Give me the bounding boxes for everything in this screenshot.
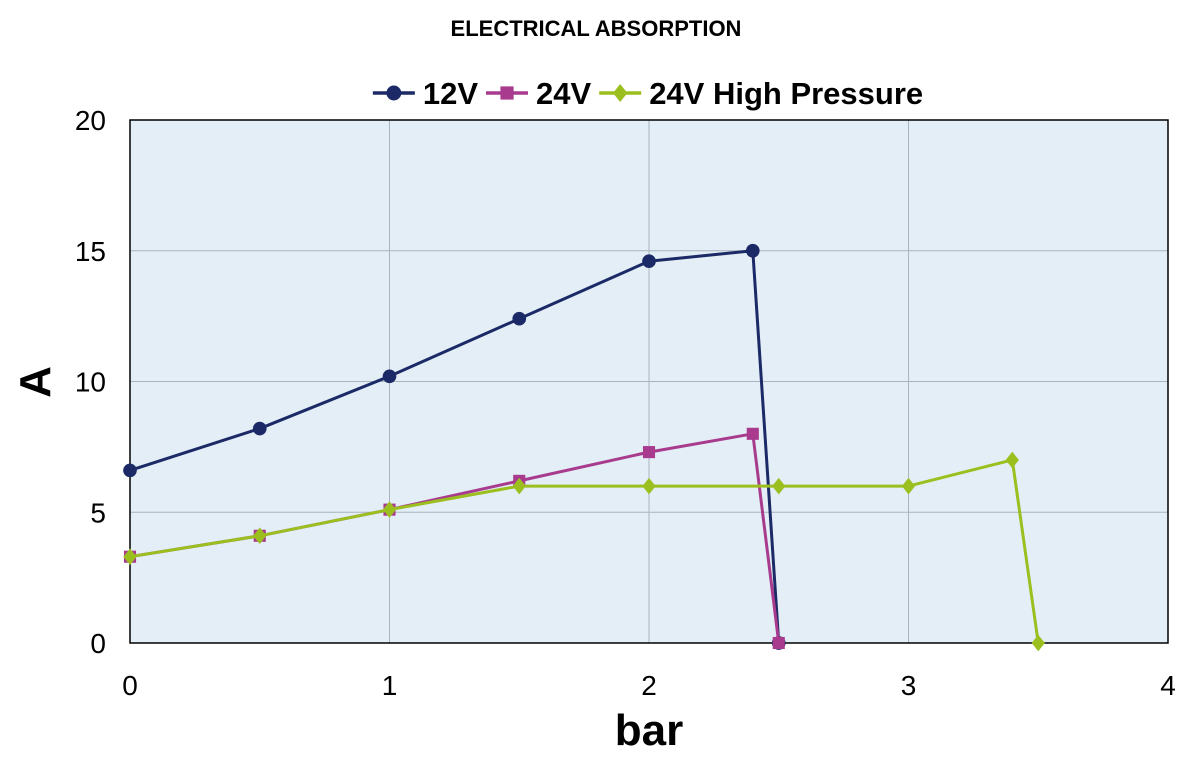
data-point	[252, 421, 267, 436]
grid-lines	[130, 120, 1168, 643]
x-axis-label: bar	[615, 706, 683, 755]
legend-item: 24V	[486, 76, 591, 111]
data-point	[1031, 634, 1045, 652]
y-axis-label: A	[11, 366, 60, 398]
x-tick-label: 3	[901, 670, 917, 701]
data-point	[746, 427, 759, 440]
y-tick-label: 5	[90, 497, 106, 528]
legend-label: 12V	[423, 76, 478, 111]
x-tick-label: 1	[382, 670, 398, 701]
y-tick-label: 0	[90, 628, 106, 659]
data-point	[512, 477, 526, 495]
chart-legend: 12V 24V 24V High Pressure	[372, 76, 923, 111]
legend-marker	[386, 85, 402, 101]
legend-marker	[612, 84, 628, 102]
data-point	[642, 446, 656, 459]
data-point	[642, 477, 656, 495]
data-point	[901, 477, 916, 495]
data-point	[123, 548, 137, 565]
data-point	[745, 243, 760, 258]
plot-border	[129, 119, 1169, 644]
data-point	[1005, 451, 1019, 469]
data-point	[642, 254, 656, 269]
data-point	[772, 636, 785, 650]
data-point	[253, 527, 267, 545]
x-axis-ticks: 0 1 2 3 4	[122, 670, 1176, 701]
y-tick-label: 10	[75, 367, 106, 398]
chart-title: ELECTRICAL ABSORPTION	[451, 16, 742, 41]
legend-item: 12V	[372, 76, 478, 111]
legend-item: 24V High Pressure	[599, 76, 923, 111]
legend-label: 24V	[536, 76, 591, 111]
data-point	[512, 311, 527, 326]
series-layer	[123, 243, 1045, 652]
x-tick-label: 2	[641, 670, 657, 701]
legend-label: 24V High Pressure	[649, 76, 923, 111]
x-tick-label: 0	[122, 670, 138, 701]
x-tick-label: 4	[1160, 670, 1176, 701]
data-point	[123, 463, 137, 478]
series-3	[123, 451, 1045, 652]
y-axis-ticks: 0 5 10 15 20	[75, 105, 106, 659]
data-point	[382, 501, 397, 518]
data-point	[382, 369, 397, 384]
y-tick-label: 15	[75, 236, 106, 267]
data-point	[772, 477, 786, 495]
legend-marker	[500, 86, 514, 100]
y-tick-label: 20	[75, 105, 106, 136]
